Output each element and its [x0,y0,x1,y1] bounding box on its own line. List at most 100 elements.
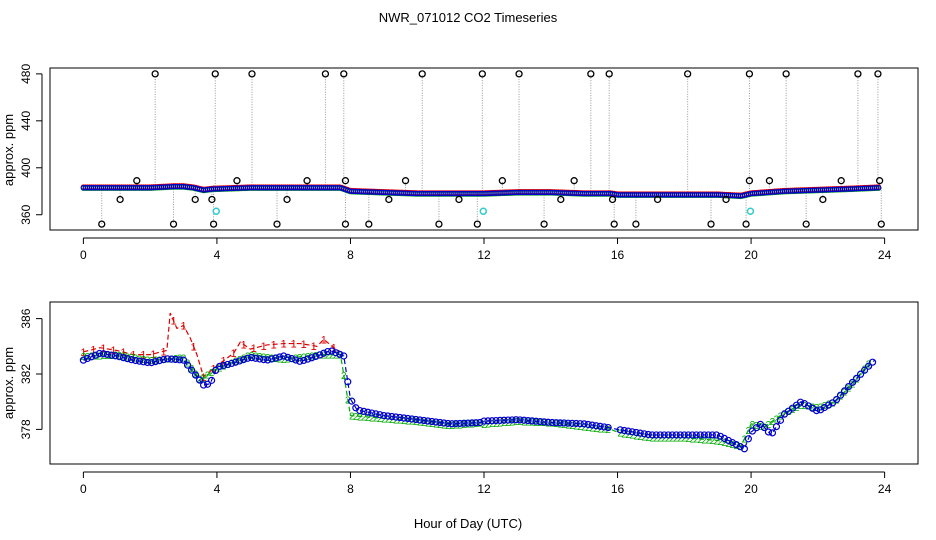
series-marker-3 [171,355,180,364]
mid-outlier-point [875,177,884,185]
series-marker-1: 1 [100,343,106,355]
high-outlier-point [683,70,692,78]
low-outlier-point [608,195,617,204]
series-marker-2: 2 [670,434,676,445]
series-marker-2: 2 [710,436,716,447]
series-marker-3 [552,419,560,427]
series-marker-3 [540,418,548,426]
top-panel: 0 4 8 12 16 20 24 360 400 440 480 approx. ppm [1,64,919,262]
series-marker-1: 1 [120,347,126,359]
series-marker-1: 1 [180,321,186,333]
series-marker-3 [760,423,769,432]
high-outlier-point [321,70,330,78]
series-marker-2: 2 [661,434,667,445]
series-marker-3 [292,356,300,364]
x-tick-label: 8 [347,248,354,262]
series-marker-2: 2 [93,352,99,363]
series-marker-3 [564,419,572,427]
series-marker-2: 2 [702,435,708,446]
low-outlier-point [722,195,730,204]
series-marker-3 [524,416,532,425]
series-marker-3 [620,426,628,435]
series-marker-3 [87,353,95,361]
series-marker-3 [704,431,712,439]
series-marker-3 [832,395,841,404]
series-marker-3 [496,416,504,425]
high-outlier-point [587,70,595,78]
series-marker-2: 2 [489,419,495,430]
high-outlier-point [478,70,486,78]
series-marker-2: 2 [133,354,139,365]
series-marker-1: 1 [221,356,227,368]
series-marker-2: 2 [621,429,627,440]
series-marker-2: 2 [137,354,143,365]
series-marker-3 [416,416,424,424]
series-marker-2: 2 [641,433,647,444]
series-marker-2: 2 [181,353,187,364]
series-marker-2: 2 [85,352,91,363]
series-marker-3 [852,374,861,382]
series-marker-3 [440,419,448,427]
series-marker-3 [460,419,468,427]
series-marker-3 [692,431,700,439]
series-marker-2: 2 [690,434,696,445]
series-marker-3 [656,431,664,439]
series-marker-3 [159,356,168,364]
series-line-3 [83,349,876,450]
series-marker-3 [464,419,472,427]
series-marker-3 [476,418,484,427]
series-marker-2: 2 [553,419,559,430]
chart-title: NWR_071012 CO2 Timeseries [379,10,558,25]
series-marker-3 [236,357,244,365]
series-marker-3 [644,430,652,439]
series-marker-3 [712,431,720,439]
high-outlier-point [605,70,613,78]
series-marker-1: 1 [170,316,176,328]
series-marker-3 [556,419,564,427]
series-marker-3 [119,354,128,362]
series-marker-3 [191,371,200,379]
series-marker-3 [716,432,724,440]
series-marker-2: 2 [834,396,840,407]
series-marker-2: 2 [205,371,211,382]
series-marker-3 [127,356,136,364]
series-marker-3 [79,356,87,364]
series-marker-3 [596,422,604,430]
series-marker-3 [224,360,232,369]
series-marker-2: 2 [465,420,471,431]
series-marker-3 [548,418,556,427]
series-marker-2: 2 [117,351,123,362]
top-plot-box [49,67,919,231]
x-tick-label: 24 [878,248,892,262]
series-marker-2: 2 [365,413,371,424]
x-tick-label: 24 [878,482,892,496]
series-marker-2: 2 [373,414,379,425]
high-outlier-point [248,70,256,78]
bottom-plot-box [49,301,919,465]
series-marker-2: 2 [313,351,319,362]
series-marker-2: 2 [481,420,487,431]
series-marker-2: 2 [830,398,836,409]
series-marker-3 [520,416,528,424]
series-marker-2: 2 [718,437,724,448]
series-marker-1: 1 [311,341,317,353]
series-marker-3 [436,418,444,427]
series-marker-3 [840,387,849,395]
series-marker-3 [396,413,404,422]
series-marker-3 [183,361,192,369]
x-tick-label: 20 [744,248,758,262]
series-marker-3 [167,355,176,363]
series-marker-1: 1 [130,350,136,362]
series-marker-2: 2 [557,420,563,431]
series-marker-2: 2 [357,412,363,423]
series-marker-2: 2 [706,436,712,447]
low-outlier-point [273,220,281,228]
series-marker-3 [768,429,777,437]
series-marker-3 [452,420,460,428]
series-marker-2: 2 [253,351,259,362]
series-marker-2: 2 [814,403,820,414]
series-marker-3 [456,419,464,428]
series-marker-3 [211,366,220,374]
series-marker-3 [588,421,596,429]
series-marker-1: 1 [291,339,297,351]
